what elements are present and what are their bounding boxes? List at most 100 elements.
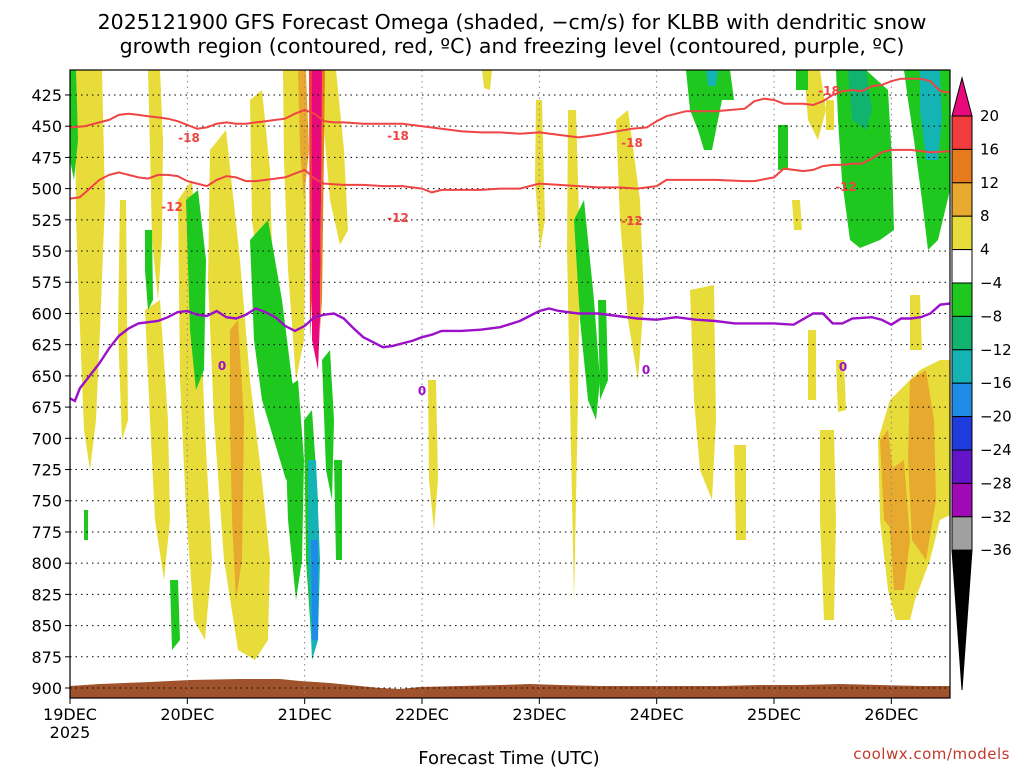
omega-area-green-1 — [70, 70, 78, 180]
omega-area-green-8 — [322, 350, 334, 500]
omega-area-orange-6 — [320, 70, 325, 330]
omega-area-green-9 — [334, 460, 342, 560]
omega-area-yellow-20 — [820, 430, 836, 620]
y-tick-label: 675 — [31, 398, 62, 417]
omega-area-green-3 — [186, 190, 206, 390]
contours — [70, 77, 950, 403]
colorbar-swatch — [951, 115, 973, 150]
omega-area-orange-4 — [908, 370, 936, 560]
y-tick-label: 425 — [31, 86, 62, 105]
y-tick-label: 625 — [31, 336, 62, 355]
colorbar-label: −32 — [980, 508, 1012, 526]
omega-area-yellow-16 — [734, 445, 746, 540]
omega-area-yellow-18 — [808, 330, 816, 400]
y-tick-label: 525 — [31, 211, 62, 230]
y-tick-label: 500 — [31, 180, 62, 199]
red-label-minus18-1: -18 — [178, 131, 200, 145]
colorbar-label: 16 — [980, 140, 999, 158]
colorbar-swatch — [951, 249, 973, 284]
omega-area-yellow-12 — [535, 100, 545, 250]
omega-area-cyan-2 — [706, 70, 718, 86]
red-label-minus12-3: -12 — [621, 214, 643, 228]
omega-area-yellow-17 — [792, 200, 802, 230]
x-tick-label: 25DEC — [747, 705, 801, 724]
x-axis-label: Forecast Time (UTC) — [418, 748, 599, 768]
colorbar-label: −28 — [980, 474, 1012, 492]
chart-title-line-1: 2025121900 GFS Forecast Omega (shaded, −… — [98, 10, 927, 34]
omega-area-green-13 — [686, 70, 734, 150]
omega-area-green-4 — [170, 580, 180, 650]
colorbar-label: −8 — [980, 307, 1002, 325]
plot-frame — [69, 69, 951, 699]
y-tick-label: 475 — [31, 148, 62, 167]
x-tick-label: 26DEC — [864, 705, 918, 724]
red-label-minus12-1: -12 — [161, 200, 183, 214]
purple-label-zero-3: 0 — [642, 363, 650, 377]
colorbar-label: 20 — [980, 107, 999, 125]
red-label-minus12-2: -12 — [387, 211, 409, 225]
x-tick-label: 24DEC — [630, 705, 684, 724]
red-label-minus18-3: -18 — [621, 136, 643, 150]
y-tick-label: 550 — [31, 242, 62, 261]
omega-area-yellow-24 — [826, 100, 834, 130]
y-tick-label: 775 — [31, 523, 62, 542]
purple-zero-contour — [70, 302, 950, 403]
x-tick-label: 20DEC — [160, 705, 214, 724]
purple-label-zero-1: 0 — [218, 359, 226, 373]
colorbar-label: −12 — [980, 341, 1012, 359]
colorbar-swatch — [951, 449, 973, 484]
omega-shading — [70, 70, 950, 660]
colorbar: 20 16 12 8 4 −4 −8 −12 −16 −20 −24 −28 −32 −36 — [951, 76, 1012, 691]
omega-area-green-12 — [598, 300, 608, 400]
colorbar-label: 4 — [980, 241, 990, 259]
omega-area-cyan-1 — [920, 70, 942, 160]
y-tick-label: 850 — [31, 617, 62, 636]
omega-area-yellow-1 — [75, 70, 105, 470]
omega-area-green-10 — [84, 510, 88, 540]
omega-area-yellow-9 — [118, 200, 128, 440]
colorbar-label: −16 — [980, 374, 1012, 392]
omega-area-green-17 — [796, 70, 808, 90]
y-tick-label: 725 — [31, 461, 62, 480]
omega-area-green-2 — [145, 230, 153, 310]
y-tick-label: 700 — [31, 429, 62, 448]
colorbar-swatch — [951, 315, 973, 351]
red-minus12-contour — [70, 148, 950, 200]
y-tick-label: 825 — [31, 585, 62, 604]
colorbar-top-arrow — [951, 76, 973, 117]
x-tick-year-label: 2025 — [50, 723, 91, 742]
y-tick-label: 750 — [31, 492, 62, 511]
omega-area-yellow-10 — [428, 380, 438, 530]
omega-area-yellow-14 — [616, 110, 644, 380]
x-tick-label: 23DEC — [512, 705, 566, 724]
omega-area-yellow-15 — [690, 285, 716, 500]
omega-area-yellow-3 — [145, 300, 170, 580]
y-tick-label: 650 — [31, 367, 62, 386]
colorbar-label: −36 — [980, 541, 1012, 559]
colorbar-swatch — [951, 516, 973, 551]
colorbar-label: −20 — [980, 408, 1012, 426]
omega-area-orange-1 — [230, 320, 244, 600]
purple-label-zero-2: 0 — [418, 384, 426, 398]
omega-area-green-6 — [284, 380, 304, 600]
red-label-minus18-2: -18 — [387, 129, 409, 143]
omega-area-yellow-23 — [910, 295, 922, 350]
colorbar-swatch — [951, 215, 973, 251]
y-tick-label: 575 — [31, 273, 62, 292]
omega-area-yellow-4 — [178, 180, 212, 640]
credit-text: coolwx.com/models — [853, 745, 1010, 763]
omega-area-green-11 — [574, 200, 600, 420]
omega-area-orange-5 — [890, 460, 910, 590]
colorbar-swatch — [951, 482, 973, 518]
omega-area-yellow-21 — [836, 360, 846, 412]
y-axis: 425 450 475 500 525 550 575 600 625 650 675 700 725 7… — [31, 86, 70, 698]
x-tick-label: 21DEC — [278, 705, 332, 724]
colorbar-label: 12 — [980, 174, 999, 192]
omega-area-magenta-1 — [311, 70, 323, 370]
omega-area-blue-1 — [311, 540, 318, 640]
colorbar-swatch — [951, 349, 973, 384]
y-tick-label: 875 — [31, 648, 62, 667]
chart-title-line-2: growth region (contoured, red, ºC) and f… — [120, 34, 905, 58]
omega-area-green-15 — [836, 70, 894, 248]
